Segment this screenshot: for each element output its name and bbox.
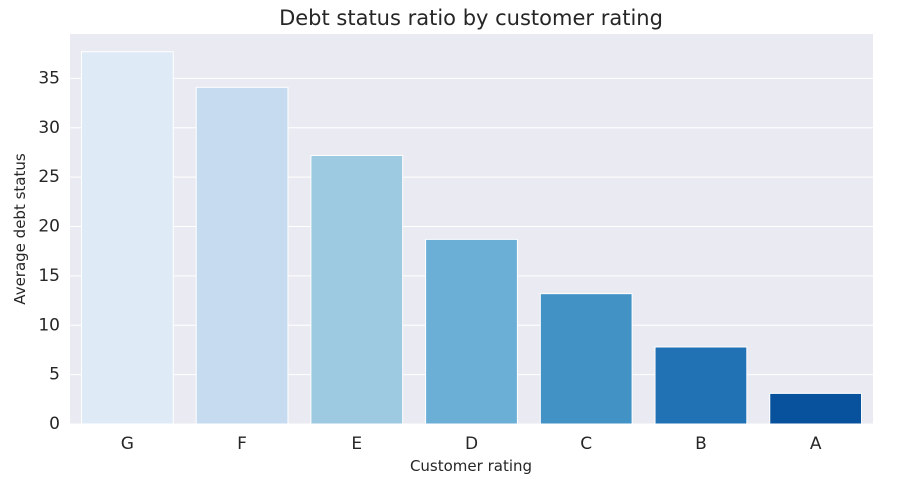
y-axis-label: Average debt status xyxy=(11,153,29,305)
y-tick-label: 20 xyxy=(38,217,60,237)
bar-A xyxy=(769,392,863,425)
x-axis-label: Customer rating xyxy=(410,457,532,475)
y-tick-label: 10 xyxy=(38,315,60,335)
chart-title: Debt status ratio by customer rating xyxy=(279,6,663,30)
x-tick-label: D xyxy=(465,434,478,454)
bars xyxy=(80,51,863,425)
y-tick-label: 0 xyxy=(49,414,60,434)
y-tick-label: 5 xyxy=(49,365,60,385)
x-tick-label: E xyxy=(351,434,362,454)
x-tick-label: F xyxy=(237,434,247,454)
bar-E xyxy=(310,154,404,425)
bar-B xyxy=(654,346,748,425)
y-tick-label: 25 xyxy=(38,167,60,187)
bar-C xyxy=(539,293,633,425)
x-tick-label: A xyxy=(810,434,822,454)
y-tick-label: 15 xyxy=(38,266,60,286)
bar-D xyxy=(425,238,518,425)
x-tick-label: C xyxy=(580,434,592,454)
x-tick-label: B xyxy=(695,434,707,454)
y-tick-label: 30 xyxy=(38,118,60,138)
bar-F xyxy=(195,86,289,425)
y-axis-ticks: 0 5 10 15 20 25 30 35 xyxy=(38,68,60,434)
bar-G xyxy=(80,51,174,425)
y-tick-label: 35 xyxy=(38,68,60,88)
x-tick-label: G xyxy=(121,434,134,454)
